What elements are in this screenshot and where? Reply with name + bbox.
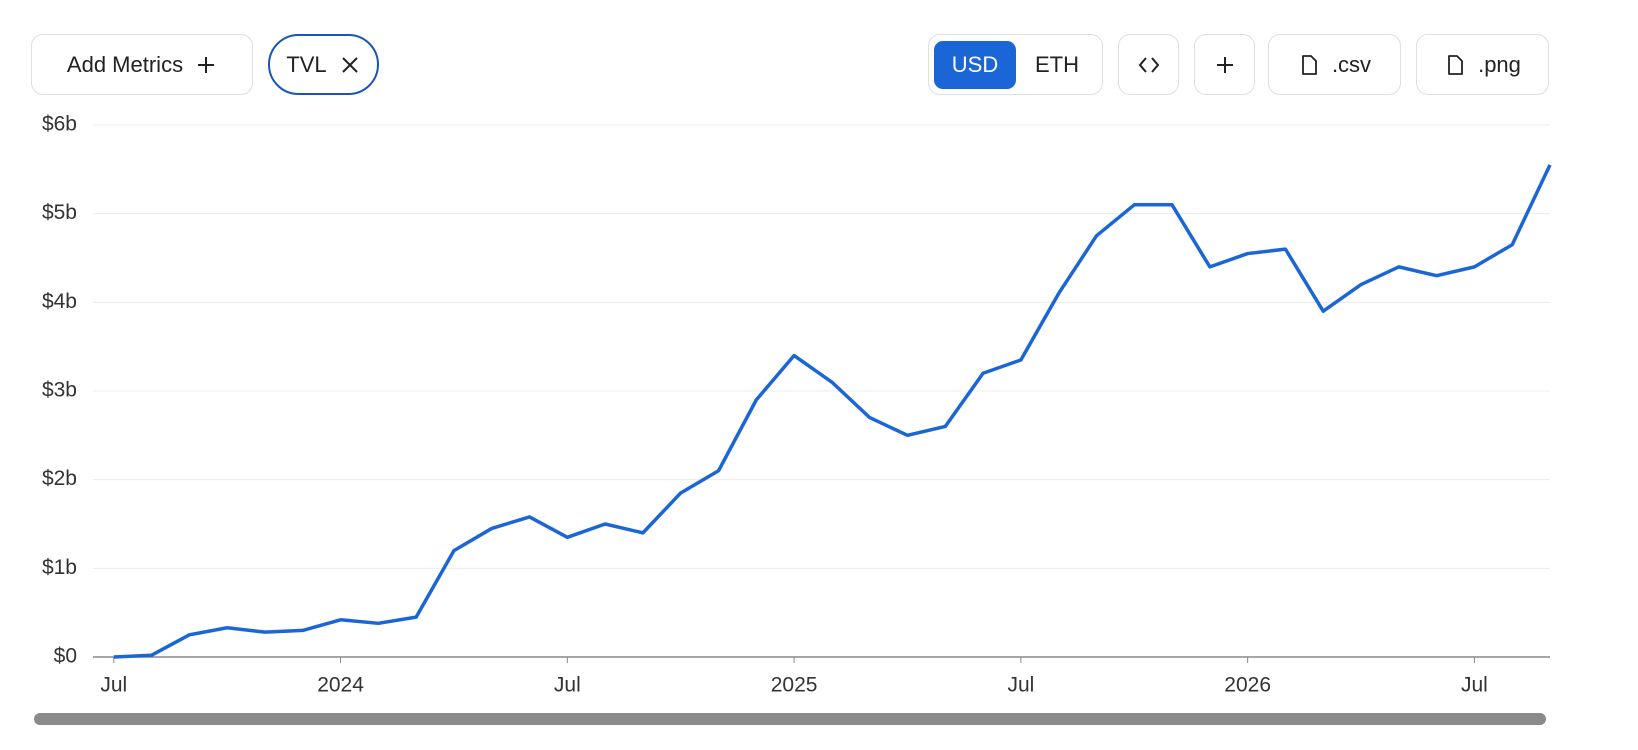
y-tick-label: $1b	[42, 556, 77, 579]
series-line	[113, 164, 1552, 659]
code-icon	[1138, 56, 1159, 73]
x-tick-label: 2025	[771, 674, 818, 697]
currency-option[interactable]: ETH	[1016, 41, 1098, 89]
currency-label: USD	[951, 51, 999, 77]
y-tick-label: $0	[54, 645, 77, 668]
png-label: .png	[1478, 51, 1521, 77]
x-tick-label: Jul	[100, 674, 127, 697]
metric-chip[interactable]: TVL	[268, 34, 379, 95]
x-tick-label: 2024	[317, 674, 364, 697]
currency-toggle: USD ETH	[928, 34, 1103, 95]
plus-icon	[1216, 56, 1233, 73]
x-tick-label: Jul	[1461, 674, 1488, 697]
add-metrics-button[interactable]: Add Metrics	[31, 34, 253, 95]
y-tick-label: $3b	[42, 379, 77, 402]
file-icon	[1448, 54, 1463, 75]
png-button[interactable]: .png	[1416, 34, 1549, 95]
plus-icon	[198, 56, 215, 73]
add-button[interactable]	[1194, 34, 1255, 95]
y-tick-label: $2b	[42, 467, 77, 490]
metric-chip-label: TVL	[286, 51, 327, 77]
remove-icon	[341, 56, 358, 73]
x-tick-label: 2026	[1224, 674, 1271, 697]
currency-label: ETH	[1035, 51, 1079, 77]
y-tick-label: $5b	[42, 201, 77, 224]
csv-label: .csv	[1331, 51, 1372, 77]
y-tick-label: $6b	[42, 113, 77, 136]
file-icon	[1302, 54, 1317, 75]
x-tick-label: Jul	[1007, 674, 1034, 697]
scrollbar[interactable]	[34, 713, 1546, 725]
x-tick-label: Jul	[554, 674, 581, 697]
currency-option-active[interactable]: USD	[934, 40, 1016, 89]
csv-button[interactable]: .csv	[1268, 34, 1401, 95]
add-metrics-label: Add Metrics	[66, 51, 184, 77]
embed-button[interactable]	[1118, 34, 1179, 95]
y-tick-label: $4b	[42, 290, 77, 313]
